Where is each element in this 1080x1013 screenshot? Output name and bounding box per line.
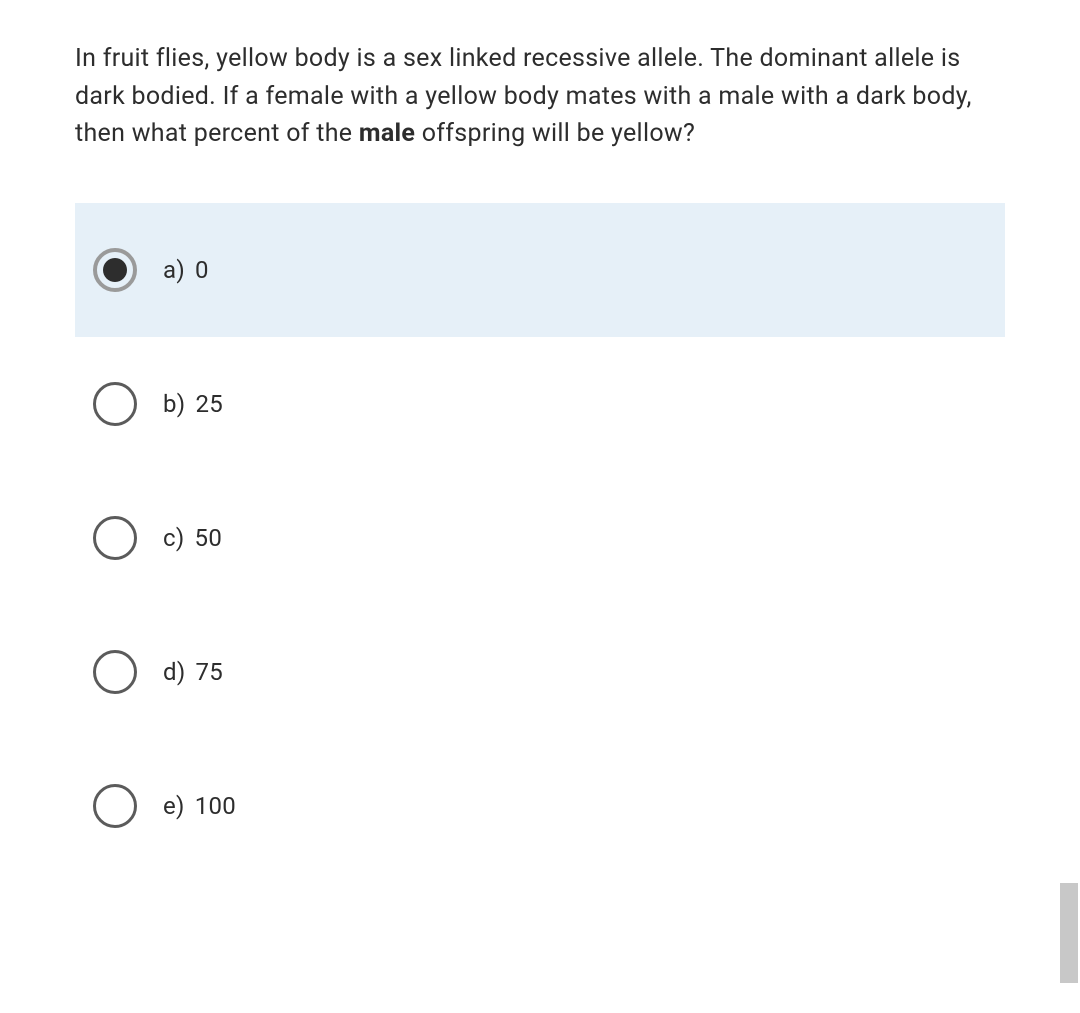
radio-d[interactable] [93, 650, 137, 694]
option-letter-e: e) [163, 792, 185, 820]
option-letter-d: d) [163, 658, 186, 686]
option-value-e: 100 [195, 792, 236, 820]
option-a[interactable]: a) 0 [75, 203, 1005, 337]
option-label-c: c) 50 [163, 524, 222, 552]
option-letter-b: b) [163, 390, 185, 418]
option-letter-a: a) [163, 256, 185, 284]
option-d[interactable]: d) 75 [75, 605, 1005, 739]
option-value-a: 0 [195, 256, 209, 284]
option-label-d: d) 75 [163, 658, 223, 686]
radio-b[interactable] [93, 382, 137, 426]
option-b[interactable]: b) 25 [75, 337, 1005, 471]
options-list: a) 0 b) 25 c) 50 d) 75 e) 100 [75, 203, 1005, 873]
option-e[interactable]: e) 100 [75, 739, 1005, 873]
radio-inner-a [103, 258, 127, 282]
radio-e[interactable] [93, 784, 137, 828]
option-value-d: 75 [196, 658, 224, 686]
option-label-e: e) 100 [163, 792, 236, 820]
radio-a[interactable] [93, 248, 137, 292]
question-part-2-bold: male [359, 119, 415, 148]
radio-c[interactable] [93, 516, 137, 560]
scrollbar-thumb[interactable] [1060, 883, 1078, 983]
option-letter-c: c) [163, 524, 185, 552]
question-part-3: offspring will be yellow? [415, 119, 695, 148]
question-text: In fruit flies, yellow body is a sex lin… [75, 40, 1005, 153]
option-c[interactable]: c) 50 [75, 471, 1005, 605]
option-value-c: 50 [195, 524, 223, 552]
option-value-b: 25 [195, 390, 223, 418]
option-label-b: b) 25 [163, 390, 223, 418]
option-label-a: a) 0 [163, 256, 209, 284]
